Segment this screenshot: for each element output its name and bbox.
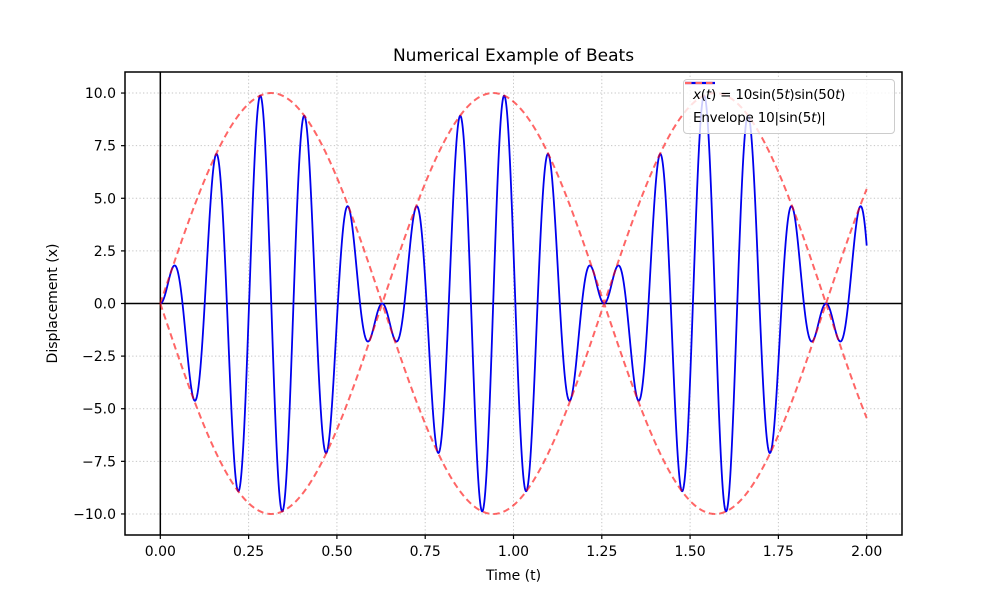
x-tick-label: 1.75 [763, 544, 794, 560]
math-variable: t [784, 87, 790, 103]
x-tick-label: 1.50 [675, 544, 706, 560]
legend: x(t) = 10sin(5t)sin(50t) Envelope 10|sin(… [683, 79, 895, 134]
math-variable: t [835, 87, 841, 103]
math-variable: x [693, 87, 701, 103]
y-axis-label: Displacement (x) [45, 244, 61, 364]
axis-text: 0.00 0.25 0.50 0.75 1.00 1.25 1.50 1.75 2.00 10.0… [45, 46, 882, 584]
envelope-upper-curve [159, 92, 868, 305]
y-tick-label: 0.0 [94, 297, 116, 313]
math-text: )sin(50 [789, 87, 836, 103]
x-tick-label: 2.00 [851, 544, 882, 560]
y-tick-label: 2.5 [94, 244, 116, 260]
y-tick-label: −2.5 [82, 349, 116, 365]
x-tick-label: 0.25 [233, 544, 264, 560]
legend-entry: Envelope 10|sin(5t)| [685, 81, 885, 126]
x-tick-label: 1.25 [586, 544, 617, 560]
math-variable: t [811, 110, 817, 126]
legend-entry-label: x(t) = 10sin(5t)sin(50t) [693, 87, 845, 103]
zero-axis-lines [125, 72, 902, 535]
y-tick-label: 5.0 [94, 191, 116, 207]
legend-entry-label: Envelope 10|sin(5t)| [693, 110, 826, 126]
x-tick-label: 0.75 [410, 544, 441, 560]
math-text: ) = 10sin(5 [710, 87, 785, 103]
x-tick-label: 1.00 [498, 544, 529, 560]
x-axis-label: Time (t) [485, 568, 541, 584]
y-tick-label: 10.0 [85, 86, 116, 102]
math-text: )| [816, 110, 826, 126]
envelope-lower-curve [159, 302, 868, 515]
y-tick-label: −10.0 [73, 507, 116, 523]
y-tick-label: 7.5 [94, 139, 116, 155]
axis-ticks [121, 92, 868, 539]
math-text: ( [700, 87, 706, 103]
x-tick-label: 0.50 [321, 544, 352, 560]
y-tick-label: −5.0 [82, 402, 116, 418]
y-tick-label: −7.5 [82, 454, 116, 470]
chart-title: Numerical Example of Beats [393, 46, 634, 66]
x-tick-label: 0.00 [145, 544, 176, 560]
legend-entry: x(t) = 10sin(5t)sin(50t) [685, 81, 885, 103]
math-text: ) [840, 87, 846, 103]
math-text: Envelope 10|sin(5 [693, 110, 812, 126]
legend-dashed-line-sample [685, 81, 715, 85]
math-variable: t [705, 87, 711, 103]
